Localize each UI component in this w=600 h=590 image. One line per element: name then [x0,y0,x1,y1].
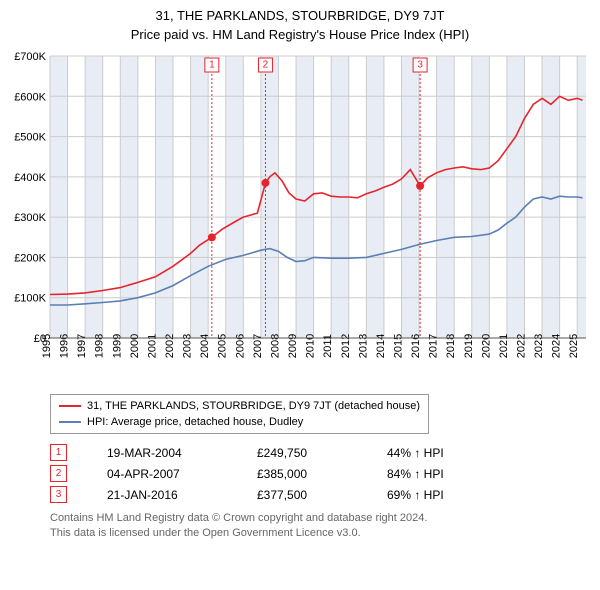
svg-text:2018: 2018 [445,334,457,358]
svg-text:1996: 1996 [59,334,71,358]
footnote: Contains HM Land Registry data © Crown c… [50,511,600,542]
legend-swatch [59,421,81,423]
footnote-line1: Contains HM Land Registry data © Crown c… [50,511,600,526]
transaction-price: £385,000 [257,467,347,481]
transaction-date: 21-JAN-2016 [107,488,217,502]
svg-text:£500K: £500K [14,132,46,144]
transaction-marker: 1 [50,444,67,461]
svg-text:2007: 2007 [252,334,264,358]
transaction-diff: 84% ↑ HPI [387,467,477,481]
legend-label: HPI: Average price, detached house, Dudl… [87,414,303,430]
svg-text:1999: 1999 [111,334,123,358]
transaction-marker: 3 [50,486,67,503]
svg-text:£100K: £100K [14,293,46,305]
svg-text:£200K: £200K [14,252,46,264]
svg-text:2015: 2015 [392,334,404,358]
svg-text:£600K: £600K [14,91,46,103]
svg-text:1: 1 [209,60,215,71]
svg-text:2020: 2020 [480,334,492,358]
svg-text:2: 2 [263,60,269,71]
svg-text:1998: 1998 [94,334,106,358]
svg-text:£700K: £700K [14,51,46,63]
svg-text:2001: 2001 [146,334,158,358]
svg-text:2022: 2022 [515,334,527,358]
svg-text:2002: 2002 [164,334,176,358]
legend: 31, THE PARKLANDS, STOURBRIDGE, DY9 7JT … [50,394,429,434]
footnote-line2: This data is licensed under the Open Gov… [50,526,600,541]
svg-text:2008: 2008 [269,334,281,358]
legend-swatch [59,405,81,407]
svg-text:2012: 2012 [340,334,352,358]
transaction-diff: 69% ↑ HPI [387,488,477,502]
svg-text:2024: 2024 [551,334,563,358]
transaction-row: 1 19-MAR-2004 £249,750 44% ↑ HPI [50,444,600,461]
svg-text:1995: 1995 [41,334,53,358]
svg-text:3: 3 [417,60,423,71]
svg-text:2004: 2004 [199,334,211,358]
svg-text:2023: 2023 [533,334,545,358]
transaction-diff: 44% ↑ HPI [387,446,477,460]
legend-row: HPI: Average price, detached house, Dudl… [59,414,420,430]
legend-label: 31, THE PARKLANDS, STOURBRIDGE, DY9 7JT … [87,398,420,414]
transaction-price: £249,750 [257,446,347,460]
svg-text:2016: 2016 [410,334,422,358]
svg-text:2006: 2006 [234,334,246,358]
chart-svg: £0£100K£200K£300K£400K£500K£600K£700K199… [0,48,600,388]
svg-text:1997: 1997 [76,334,88,358]
svg-text:2025: 2025 [568,334,580,358]
svg-text:2013: 2013 [357,334,369,358]
transaction-date: 19-MAR-2004 [107,446,217,460]
svg-text:2000: 2000 [129,334,141,358]
svg-text:£400K: £400K [14,172,46,184]
transaction-date: 04-APR-2007 [107,467,217,481]
transaction-row: 2 04-APR-2007 £385,000 84% ↑ HPI [50,465,600,482]
chart-area: £0£100K£200K£300K£400K£500K£600K£700K199… [0,48,600,388]
transaction-marker: 2 [50,465,67,482]
svg-text:2017: 2017 [428,334,440,358]
chart-container: 31, THE PARKLANDS, STOURBRIDGE, DY9 7JT … [0,0,600,542]
svg-text:2005: 2005 [217,334,229,358]
transactions-table: 1 19-MAR-2004 £249,750 44% ↑ HPI 2 04-APR-200… [50,444,600,503]
transaction-price: £377,500 [257,488,347,502]
svg-text:2010: 2010 [305,334,317,358]
legend-row: 31, THE PARKLANDS, STOURBRIDGE, DY9 7JT … [59,398,420,414]
transaction-row: 3 21-JAN-2016 £377,500 69% ↑ HPI [50,486,600,503]
svg-text:2019: 2019 [463,334,475,358]
svg-text:2014: 2014 [375,334,387,358]
svg-text:2021: 2021 [498,334,510,358]
svg-text:£300K: £300K [14,212,46,224]
chart-title: 31, THE PARKLANDS, STOURBRIDGE, DY9 7JT [0,0,600,23]
svg-text:2003: 2003 [182,334,194,358]
svg-text:2009: 2009 [287,334,299,358]
chart-subtitle: Price paid vs. HM Land Registry's House … [0,23,600,48]
